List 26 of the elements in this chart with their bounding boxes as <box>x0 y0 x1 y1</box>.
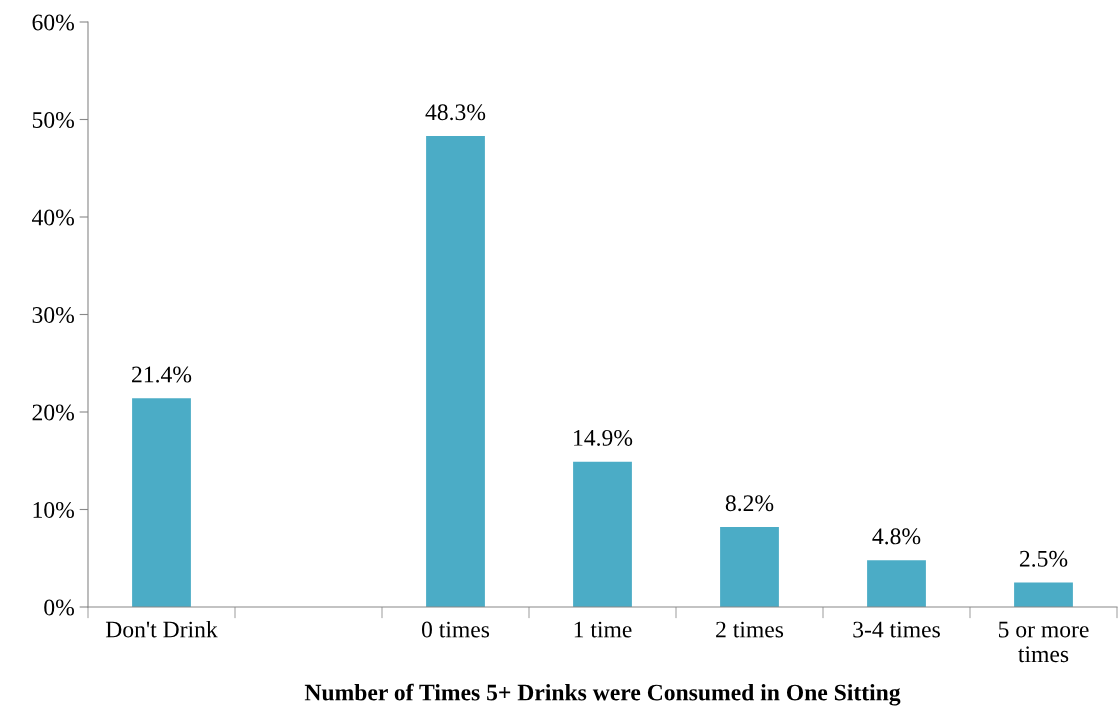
data-label: 2.5% <box>1019 550 1068 567</box>
data-label: 14.9% <box>574 429 633 446</box>
x-tick-label: 1 time <box>574 621 632 638</box>
x-tick-label: 0 times <box>421 621 490 638</box>
x-tick-label: 5 or more times <box>998 621 1089 663</box>
bar <box>867 560 926 607</box>
x-tick-label: 3-4 times <box>853 621 940 638</box>
x-axis-title: Number of Times 5+ Drinks were Consumed in One Sitting <box>304 683 901 706</box>
bar <box>1014 582 1073 607</box>
y-tick-label: 0% <box>44 599 74 616</box>
bar <box>426 136 485 607</box>
bar <box>132 398 191 607</box>
data-label: 4.8% <box>872 528 921 545</box>
y-tick-label: 10% <box>33 501 74 518</box>
y-tick-label: 20% <box>32 404 74 421</box>
y-tick-label: 50% <box>32 111 74 128</box>
data-label: 8.2% <box>725 495 774 512</box>
data-label: 48.3% <box>425 104 486 121</box>
y-tick-label: 60% <box>32 14 74 31</box>
bar <box>720 527 779 607</box>
x-tick-label: Don't Drink <box>105 620 218 638</box>
bar <box>573 461 632 607</box>
data-label: 21.4% <box>132 366 192 383</box>
y-tick-label: 30% <box>32 306 74 323</box>
y-tick-label: 40% <box>31 209 74 226</box>
x-tick-label: 2 times <box>716 621 784 638</box>
